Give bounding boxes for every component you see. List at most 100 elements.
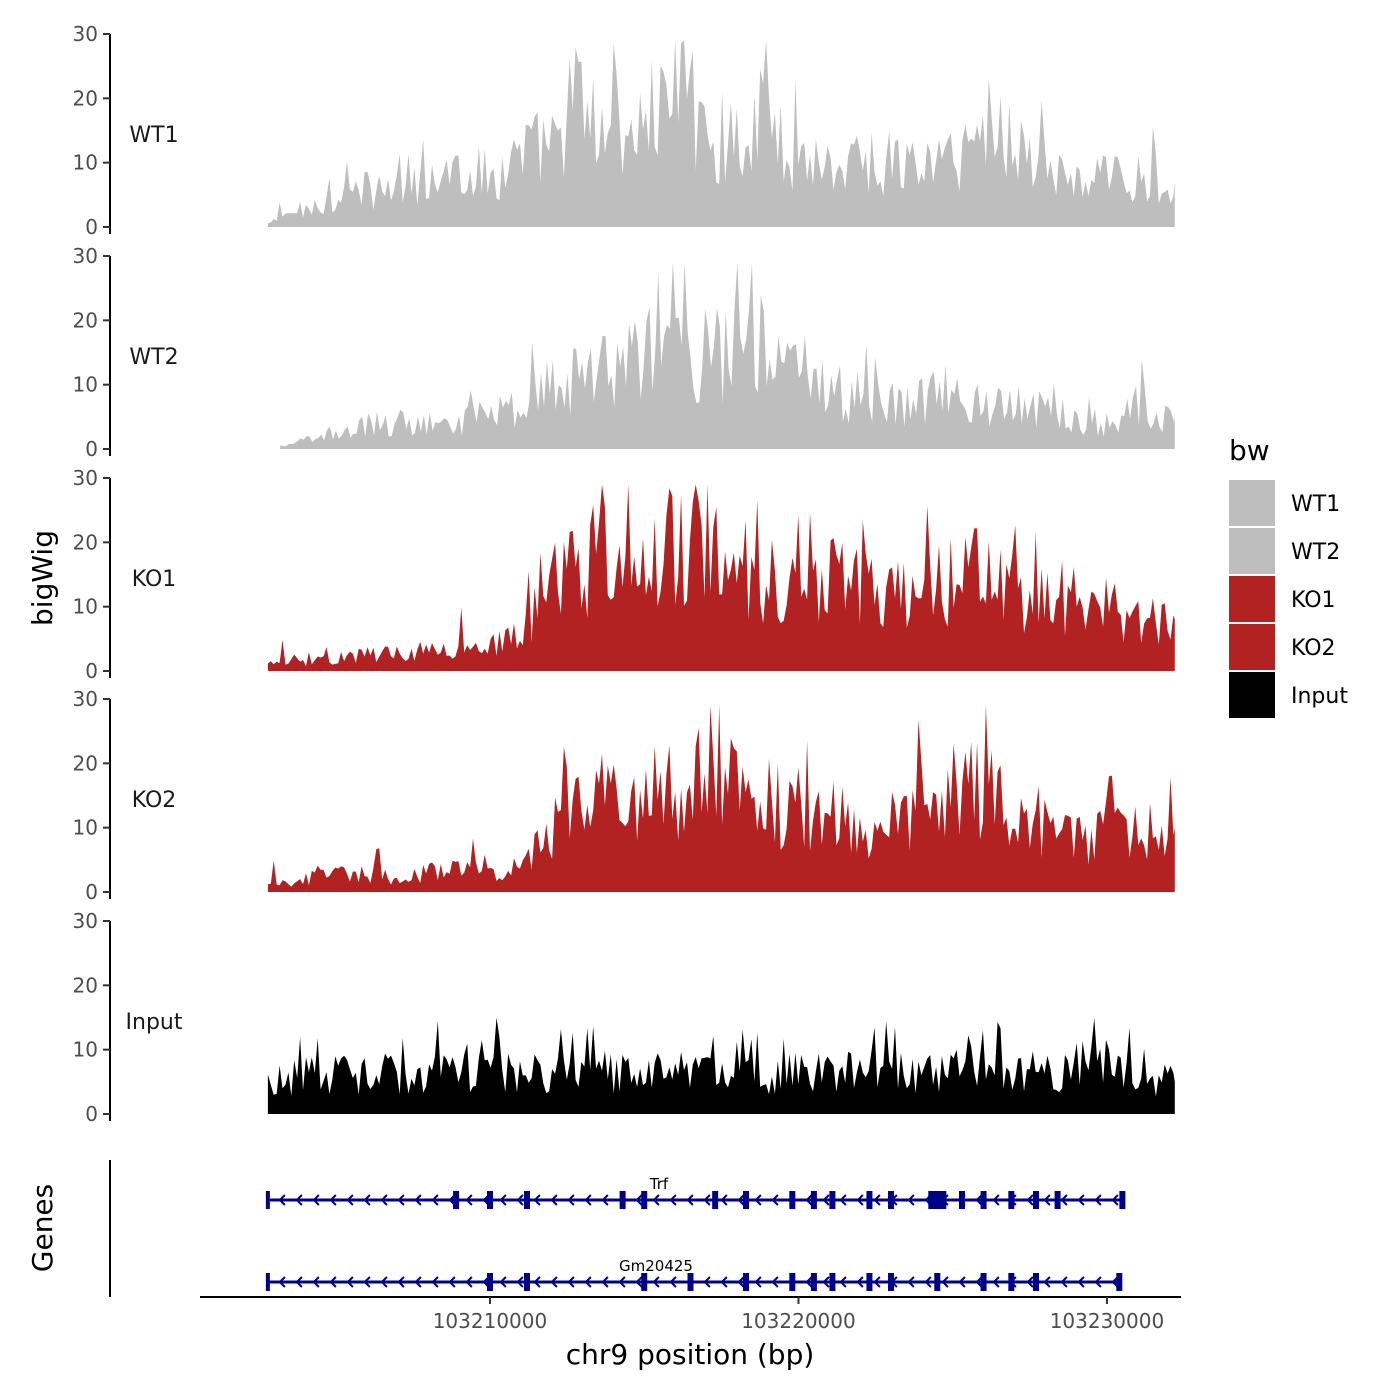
strand-arrow: [635, 1194, 643, 1206]
strand-arrow: [1043, 1194, 1051, 1206]
strand-arrow: [346, 1194, 354, 1206]
track-wt2: 0 10 20 30 WT2: [73, 244, 1175, 461]
exon: [1033, 1273, 1040, 1291]
legend-label-wt2: WT2: [1291, 540, 1340, 565]
strand-arrow: [873, 1276, 881, 1288]
exon: [1116, 1273, 1123, 1291]
strand-arrow: [533, 1194, 541, 1206]
y-tick-label: 20: [73, 530, 98, 554]
strand-arrow: [1026, 1276, 1034, 1288]
strand-arrow: [958, 1276, 966, 1288]
track-label: WT1: [129, 123, 178, 148]
gene-trf: Trf: [265, 1175, 1126, 1209]
legend-label-input: Input: [1291, 684, 1348, 709]
strand-arrow: [992, 1276, 1000, 1288]
y-tick-label: 20: [73, 86, 98, 110]
legend-swatch-wt2: [1229, 528, 1275, 574]
strand-arrow: [822, 1194, 830, 1206]
exon: [866, 1191, 873, 1209]
exon: [1008, 1191, 1015, 1209]
exon: [928, 1191, 947, 1209]
x-tick-label: 103210000: [433, 1309, 548, 1333]
strand-arrow: [278, 1276, 286, 1288]
exon: [888, 1191, 895, 1209]
strand-arrow: [907, 1276, 915, 1288]
strand-arrow: [737, 1194, 745, 1206]
exon: [958, 1191, 965, 1209]
strand-arrow: [669, 1276, 677, 1288]
strand-arrow: [465, 1194, 473, 1206]
strand-arrow: [1077, 1276, 1085, 1288]
exon: [687, 1273, 694, 1291]
legend-swatch-ko2: [1229, 624, 1275, 670]
strand-arrow: [363, 1276, 371, 1288]
coverage-area-ko2: [267, 705, 1175, 892]
strand-arrow: [431, 1194, 439, 1206]
strand-arrow: [1111, 1276, 1119, 1288]
strand-arrow: [873, 1194, 881, 1206]
x-tick-label: 103220000: [741, 1309, 856, 1333]
strand-arrow: [856, 1194, 864, 1206]
exon: [810, 1273, 817, 1291]
strand-arrow: [1043, 1276, 1051, 1288]
y-tick-label: 20: [73, 751, 98, 775]
strand-arrow: [499, 1276, 507, 1288]
strand-arrow: [601, 1276, 609, 1288]
exon: [829, 1273, 836, 1291]
gene-end: [265, 1191, 270, 1209]
track-ko1: 0 10 20 30 KO1: [73, 466, 1175, 683]
exon: [619, 1191, 626, 1209]
strand-arrow: [720, 1276, 728, 1288]
gene-gm20425: Gm20425: [265, 1257, 1123, 1291]
strand-arrow: [839, 1194, 847, 1206]
strand-arrow: [771, 1194, 779, 1206]
strand-arrow: [295, 1276, 303, 1288]
y-tick-label: 0: [85, 880, 98, 904]
strand-arrow: [975, 1194, 983, 1206]
strand-arrow: [805, 1276, 813, 1288]
strand-arrow: [431, 1276, 439, 1288]
strand-arrow: [1026, 1194, 1034, 1206]
track-label: WT2: [129, 345, 178, 370]
strand-arrow: [567, 1276, 575, 1288]
x-axis: 103210000 103220000 103230000: [200, 1296, 1181, 1333]
coverage-area-input: [267, 1017, 1175, 1114]
exon: [641, 1191, 648, 1209]
track-label: Input: [126, 1010, 183, 1035]
exon: [743, 1191, 750, 1209]
exon: [829, 1191, 836, 1209]
strand-arrow: [499, 1194, 507, 1206]
y-tick-label: 30: [73, 687, 98, 711]
strand-arrow: [533, 1276, 541, 1288]
strand-arrow: [992, 1194, 1000, 1206]
strand-arrow: [822, 1276, 830, 1288]
strand-arrow: [1077, 1194, 1085, 1206]
strand-arrow: [686, 1194, 694, 1206]
strand-arrow: [1094, 1194, 1102, 1206]
strand-arrow: [397, 1194, 405, 1206]
strand-arrow: [1094, 1276, 1102, 1288]
strand-arrow: [584, 1276, 592, 1288]
strand-arrow: [975, 1276, 983, 1288]
y-tick-label: 30: [73, 244, 98, 268]
exon: [789, 1273, 796, 1291]
strand-arrow: [329, 1276, 337, 1288]
y-tick-label: 20: [73, 973, 98, 997]
y-tick-label: 0: [85, 215, 98, 239]
exon: [712, 1191, 719, 1209]
x-tick-label: 103230000: [1050, 1309, 1165, 1333]
strand-arrow: [601, 1194, 609, 1206]
strand-arrow: [278, 1194, 286, 1206]
strand-arrow: [737, 1276, 745, 1288]
strand-arrow: [295, 1194, 303, 1206]
strand-arrow: [584, 1194, 592, 1206]
exon: [866, 1273, 873, 1291]
y-tick-label: 20: [73, 308, 98, 332]
track-input: 0 10 20 30 Input: [73, 909, 1175, 1126]
y-tick-label: 10: [73, 373, 98, 397]
exon: [743, 1273, 750, 1291]
gene-label: Gm20425: [619, 1257, 693, 1275]
strand-arrow: [652, 1194, 660, 1206]
strand-arrow: [856, 1276, 864, 1288]
y-tick-label: 30: [73, 22, 98, 46]
